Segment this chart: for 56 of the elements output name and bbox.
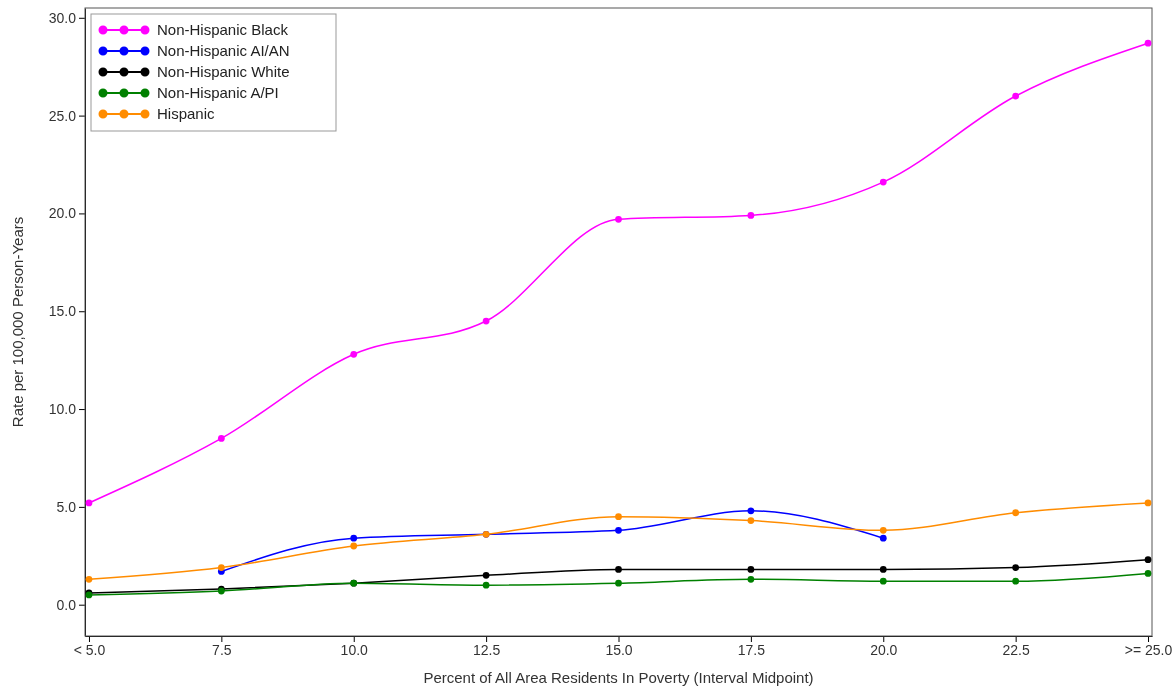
point [747, 507, 755, 515]
point [350, 542, 358, 550]
point [482, 571, 490, 579]
point [1144, 570, 1152, 577]
y-axis-title: Rate per 100,000 Person-Years [9, 216, 26, 428]
x-tick-label: 20.0 [870, 641, 898, 658]
x-tick-label: 7.5 [212, 641, 232, 658]
x-tick-label: >= 25.0 [1124, 641, 1173, 658]
point [350, 534, 358, 542]
x-tick-label: 10.0 [340, 641, 369, 658]
point [1012, 577, 1020, 585]
y-tick-label: 25.0 [48, 107, 77, 124]
point [615, 579, 622, 587]
point [1144, 39, 1152, 47]
point [615, 526, 622, 534]
point [217, 435, 225, 442]
point [879, 577, 887, 585]
x-axis-title: Percent of All Area Residents In Poverty (Interval Midpoint) [423, 669, 814, 686]
point [85, 499, 93, 507]
x-tick-label: 15.0 [605, 641, 633, 658]
point [482, 317, 490, 325]
point [1012, 564, 1020, 571]
y-tick-label: 10.0 [48, 401, 77, 418]
point [1144, 556, 1152, 564]
y-tick-label: 0.0 [56, 596, 77, 613]
point [615, 513, 622, 521]
point [350, 350, 358, 358]
point [217, 564, 225, 571]
point [85, 575, 93, 583]
point [615, 215, 622, 223]
point [1012, 509, 1020, 517]
x-tick-label: 17.5 [737, 641, 766, 658]
legend-label: Hispanic [157, 105, 216, 122]
x-tick-label: 22.5 [1002, 641, 1030, 658]
y-tick-label: 30.0 [48, 9, 77, 26]
point [747, 517, 755, 524]
x-tick-label: 12.5 [472, 641, 501, 658]
x-tick-label: < 5.0 [73, 641, 106, 658]
point [615, 566, 622, 573]
point [1144, 499, 1152, 507]
point [1012, 92, 1020, 100]
y-tick-label: 20.0 [48, 205, 77, 222]
point [879, 534, 887, 542]
point [747, 575, 755, 583]
legend-label: Non-Hispanic A/PI [157, 84, 279, 101]
point [747, 212, 755, 219]
legend-label: Non-Hispanic White [157, 63, 290, 80]
point [747, 566, 755, 573]
y-tick-label: 15.0 [48, 303, 77, 320]
point [879, 526, 887, 534]
legend-label: Non-Hispanic AI/AN [157, 42, 290, 59]
point [482, 581, 490, 589]
point [879, 178, 887, 186]
y-tick-label: 5.0 [56, 498, 77, 515]
point [879, 566, 887, 573]
legend-label: Non-Hispanic Black [157, 21, 289, 38]
